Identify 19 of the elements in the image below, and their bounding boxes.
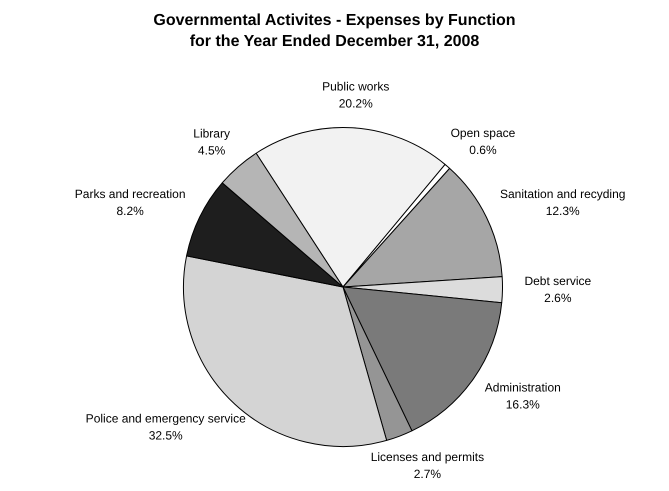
chart-title: Governmental Activites - Expenses by Function for the Year Ended December 31, 2008 [152,11,517,52]
slice-label: Licenses and permits [370,450,484,464]
slice-label: Open space [450,126,516,140]
data-label: 12.3% [546,204,580,218]
data-label: 20.2% [338,96,374,111]
data-label: 2.7% [414,466,442,481]
slice-label: Parks and recreation [74,186,186,201]
slice-label: Library [193,126,230,141]
slice-label: Debt service [524,274,592,288]
data-label: 2.6% [544,291,572,306]
data-label: 16.3% [506,398,540,412]
slice-label: Administration [484,380,561,395]
data-label: 8.2% [116,204,144,218]
data-label: 4.5% [198,144,226,158]
slice-label: Police and emergency service [86,412,246,426]
slice-label: Public works [322,80,390,94]
data-label: 0.6% [469,143,497,158]
data-label: 32.5% [148,428,184,443]
slice-label: Sanitation and recyding [500,187,626,202]
